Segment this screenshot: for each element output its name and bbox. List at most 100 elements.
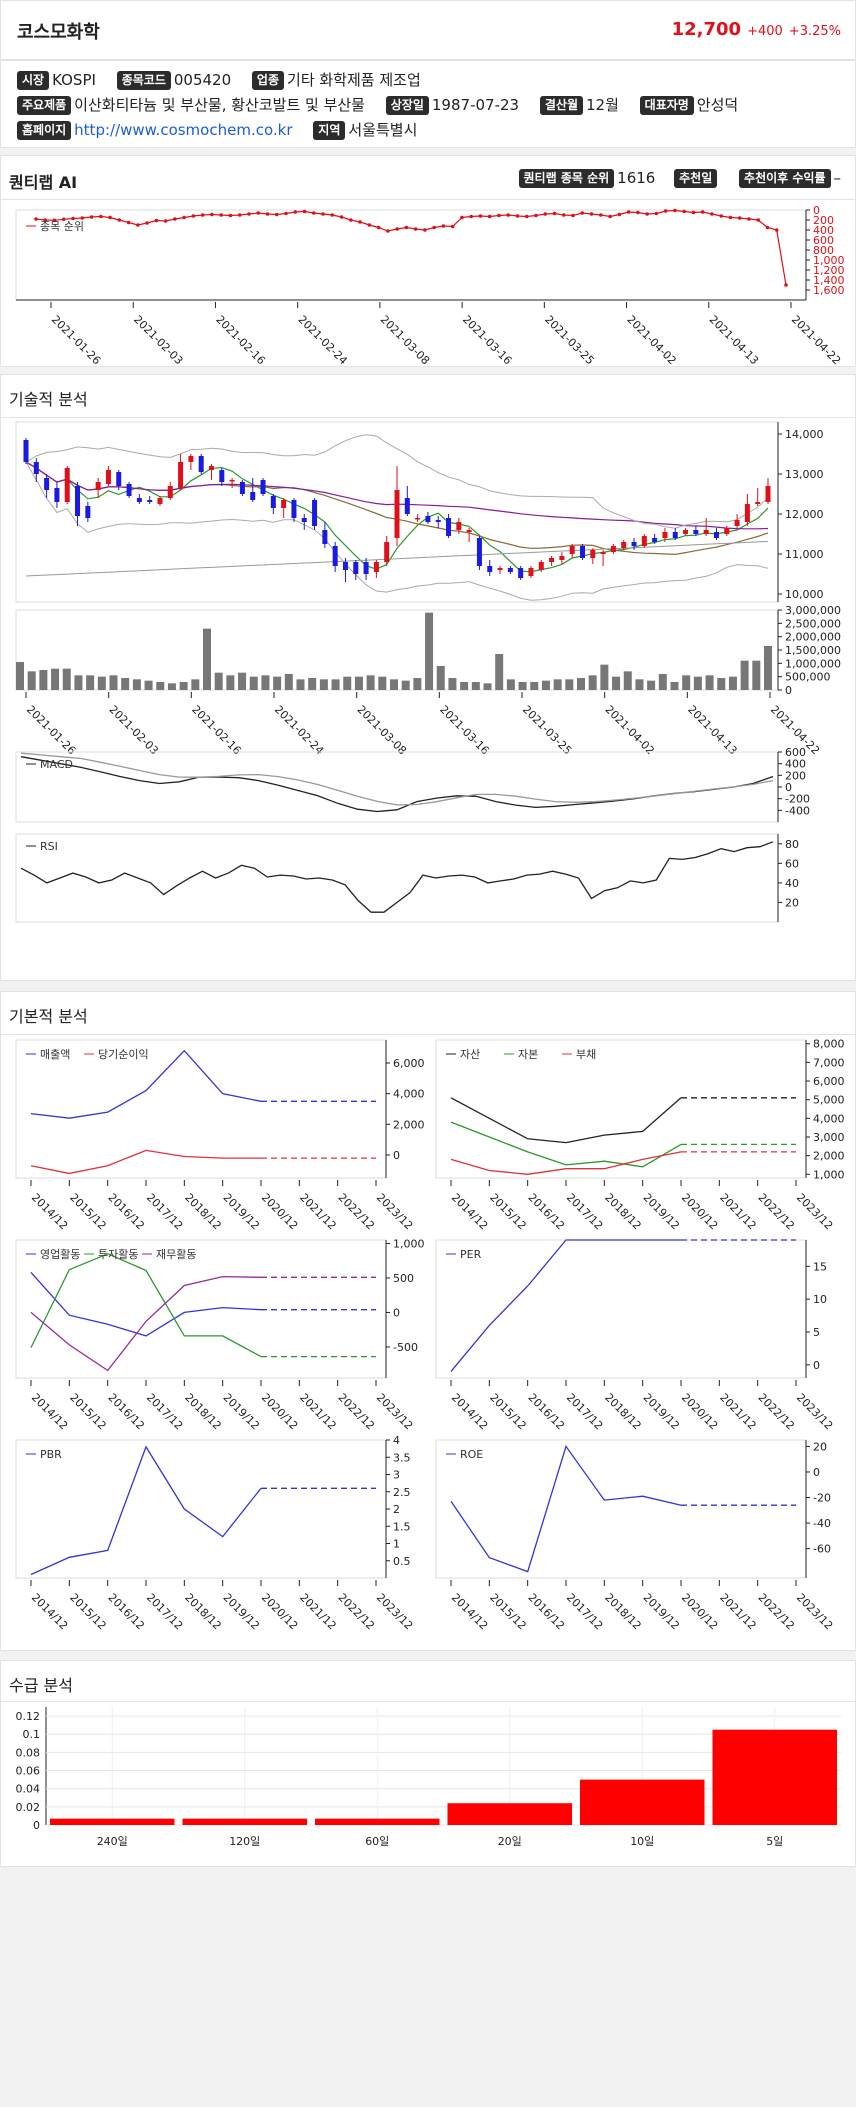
price-change: +400	[747, 24, 783, 39]
year-label: 2018/12	[182, 1591, 224, 1633]
fiscal-value: 12월	[585, 96, 619, 114]
candle-body	[229, 480, 235, 482]
region-value: 서울특별시	[348, 121, 418, 139]
ceo-value: 안성덕	[696, 96, 739, 114]
rank-point	[691, 210, 696, 215]
macd-signal-line	[20, 752, 774, 806]
rank-point	[497, 213, 501, 218]
x-tick-label: 60일	[365, 1834, 389, 1848]
volume-bar	[728, 676, 737, 690]
rank-point	[589, 212, 594, 216]
cashflow-1-line	[30, 1253, 262, 1358]
rsi-line	[20, 841, 774, 913]
year-label: 2021/12	[297, 1391, 339, 1433]
year-label: 2014/12	[29, 1591, 71, 1633]
y-tick-label: 2	[393, 1503, 400, 1516]
volume-bar	[682, 675, 691, 690]
legend-label: 부채	[576, 1048, 596, 1061]
x-tick-label: 5일	[766, 1834, 783, 1848]
candle-body	[363, 562, 369, 574]
candle-body	[683, 530, 689, 534]
fundamental-title: 기본적 분석	[9, 1007, 88, 1026]
candle-body	[631, 542, 637, 546]
y-tick-label: 0	[33, 1819, 40, 1832]
y-tick-label: 0	[393, 1306, 400, 1319]
rank-point	[524, 214, 529, 219]
revenue_income-1-line	[30, 1149, 261, 1175]
candle-body	[435, 520, 441, 522]
volume-bar	[565, 679, 574, 690]
products-tag: 주요제품	[17, 96, 72, 115]
date-label: 2021-03-16	[460, 313, 514, 367]
rank-point	[210, 212, 214, 217]
candle-body	[518, 568, 524, 578]
candle-body	[559, 556, 565, 560]
volume-bar	[273, 676, 282, 690]
candle-body	[600, 552, 606, 554]
volume-bar	[167, 683, 176, 690]
candle-body	[178, 462, 184, 488]
volume-bar	[261, 675, 270, 690]
y-tick-label: 1.5	[393, 1520, 411, 1533]
legend-label: PBR	[40, 1448, 62, 1461]
homepage-link[interactable]: http://www.cosmochem.co.kr	[74, 121, 293, 139]
y-tick-label: 500,000	[785, 671, 831, 684]
candle-body	[209, 466, 214, 470]
rank-point	[99, 214, 103, 219]
volume-bar	[132, 679, 141, 690]
y-tick-label: 200	[785, 769, 806, 782]
rank-point	[367, 223, 372, 227]
volume-bar	[156, 682, 165, 690]
volume-bar	[530, 682, 539, 690]
candle-body	[167, 486, 173, 498]
y-tick-label: 1	[393, 1538, 400, 1551]
rank-point	[515, 214, 520, 218]
year-label: 2019/12	[221, 1191, 263, 1233]
rank-point	[219, 213, 223, 217]
year-label: 2019/12	[641, 1391, 683, 1433]
rank-point	[747, 217, 751, 221]
price-block: 12,700 +400 +3.25%	[672, 19, 841, 40]
y-tick-label: 12,000	[785, 508, 824, 521]
year-label: 2023/12	[794, 1191, 836, 1233]
rank-point	[247, 212, 251, 216]
date-label: 2021-02-03	[131, 313, 185, 367]
y-tick-label: 14,000	[785, 428, 824, 441]
candle-body	[105, 470, 111, 484]
supply-chart: 0 0.02 0.04 0.06 0.08 0.1 0.12 240일 120일 60일 20일 10…	[16, 1707, 841, 1848]
candle-body	[270, 496, 276, 508]
candle-body	[147, 500, 153, 502]
year-label: 2016/12	[106, 1391, 148, 1433]
volume-bar	[39, 670, 48, 690]
rank-point	[293, 210, 298, 214]
date-label: 2021-01-26	[24, 703, 78, 757]
products-value: 이산화티타늄 및 부산물, 황산코발트 및 부산물	[74, 96, 365, 114]
legend-label: 매출액	[40, 1048, 70, 1061]
rank-point	[404, 225, 409, 230]
year-label: 2018/12	[182, 1191, 224, 1233]
y-tick-label: 3,000	[813, 1131, 845, 1144]
rank-point	[561, 213, 566, 217]
roe-0-line	[450, 1444, 682, 1573]
y-tick-label: 1,400	[813, 274, 845, 287]
candle-body	[54, 488, 60, 502]
legend-label: RSI	[40, 840, 58, 853]
header-card: 코스모화학 12,700 +400 +3.25%	[0, 0, 856, 60]
rank-point	[339, 215, 344, 219]
rank-point	[645, 212, 649, 216]
date-label: 2021-03-08	[355, 703, 409, 757]
volume-bar	[541, 680, 550, 690]
y-tick-label: 60	[785, 857, 799, 870]
candle-body	[724, 528, 730, 534]
y-tick-label: 2,000	[393, 1118, 425, 1131]
x-tick-label: 10일	[630, 1834, 654, 1848]
y-tick-label: 7,000	[813, 1056, 845, 1069]
candle-body	[404, 498, 410, 514]
y-tick-label: 20	[785, 896, 799, 909]
y-tick-label: 5	[813, 1326, 820, 1339]
rank-point	[700, 210, 705, 214]
rank-point	[571, 213, 575, 218]
quantilab-stats: 퀀티랩 종목 순위 1616 추천일 추천이후 수익률 –	[505, 169, 841, 188]
supply-bar	[580, 1779, 705, 1825]
x-tick-label: 20일	[498, 1834, 522, 1848]
